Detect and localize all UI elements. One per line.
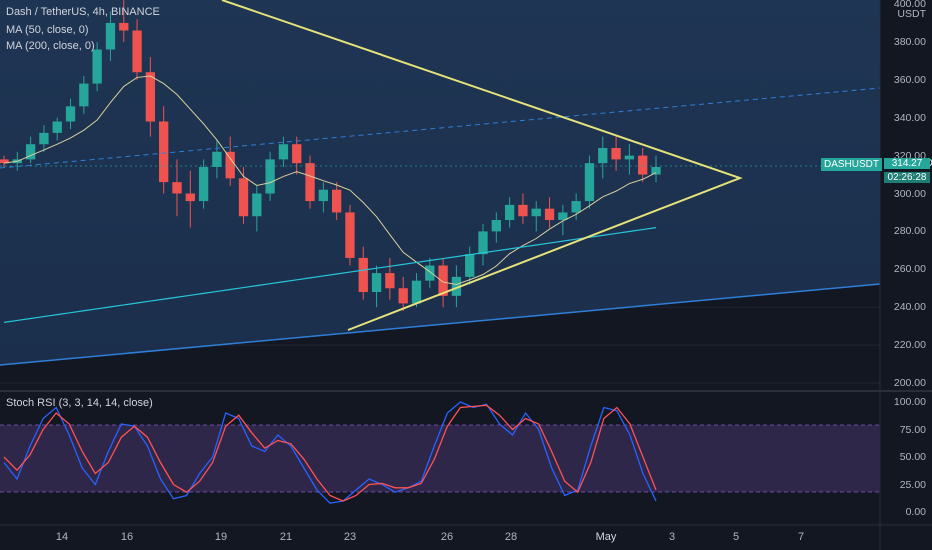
time-tick-label: 7 <box>797 531 805 543</box>
candle-body <box>198 166 209 202</box>
time-tick-label: 14 <box>55 531 69 543</box>
candle-body <box>571 201 581 213</box>
candle-body <box>265 159 275 194</box>
candle-body <box>358 257 368 293</box>
candle-body <box>39 132 49 145</box>
candle-body <box>425 265 435 281</box>
candle-body <box>371 273 382 293</box>
candle-body <box>531 208 541 217</box>
time-tick-label: 21 <box>279 531 293 543</box>
candle-body <box>624 155 635 160</box>
price-tick-label: 300.00 <box>893 187 926 200</box>
time-tick-label: 5 <box>732 531 740 543</box>
candle-body <box>411 280 422 304</box>
price-tick-label: 200.00 <box>893 377 926 389</box>
candle-body <box>52 121 62 133</box>
time-tick-label: 23 <box>343 531 357 543</box>
current-symbol-label: DASHUSDT <box>820 158 882 171</box>
candle-body <box>105 22 116 50</box>
candle-body <box>65 106 76 122</box>
candle-body <box>318 189 329 202</box>
candle-body <box>638 155 648 175</box>
time-tick-label: 3 <box>668 531 676 543</box>
stoch-d-line <box>3 404 657 502</box>
price-tick-label: 240.00 <box>893 301 926 314</box>
stoch-tick-label: 0.00 <box>905 506 926 518</box>
candle-body <box>119 22 129 31</box>
channel-fill <box>0 0 880 365</box>
price-tick-label: 380.00 <box>893 35 926 48</box>
price-tick-label: 360.00 <box>893 73 926 86</box>
candle-body <box>478 231 488 255</box>
candle-body <box>225 151 235 179</box>
candle-body <box>292 144 302 164</box>
price-tick-label: 340.00 <box>893 111 926 124</box>
candle-body <box>651 166 661 175</box>
candle-body <box>0 159 9 164</box>
candle-body <box>438 265 448 296</box>
candle-body <box>132 30 142 73</box>
legend-symbol: Dash / TetherUS, 4h, BINANCE <box>6 6 160 18</box>
candle-body <box>451 276 462 296</box>
price-tick-label: 280.00 <box>893 225 926 238</box>
legend-ma200: MA (200, close, 0) <box>6 40 95 52</box>
candle-body <box>544 208 555 221</box>
time-tick-label: May <box>595 531 617 543</box>
legend-stoch-rsi: Stoch RSI (3, 3, 14, 14, close) <box>6 397 153 409</box>
candle-body <box>172 182 182 194</box>
ma50-line <box>3 75 657 285</box>
candle-body <box>398 288 408 304</box>
candle-body <box>598 148 608 164</box>
price-tick-label: 260.00 <box>893 263 926 276</box>
ma200-line <box>3 227 657 323</box>
stoch-tick-label: 25.00 <box>899 478 926 491</box>
price-axis-unit: USDT <box>897 8 926 20</box>
stoch-k-line <box>3 401 657 504</box>
candle-countdown-tag: 02:26:28 <box>884 172 930 183</box>
time-tick-label: 16 <box>120 531 134 543</box>
stoch-tick-label: 75.00 <box>899 423 926 436</box>
candle-body <box>252 193 262 217</box>
candle-body <box>491 220 501 232</box>
time-tick-label: 19 <box>214 531 228 543</box>
candle-body <box>212 151 222 167</box>
candle-body <box>25 144 36 160</box>
triangle-pattern <box>221 0 743 331</box>
candle-body <box>79 83 89 107</box>
candle-body <box>331 189 342 213</box>
candle-body <box>611 148 621 160</box>
lower-trendline <box>0 283 881 366</box>
current-price-tag: 314.27 <box>884 158 930 169</box>
candle-body <box>238 178 249 217</box>
candle-body <box>465 254 475 277</box>
candle-body <box>145 72 156 122</box>
upper-dashed-trendline <box>0 87 881 169</box>
stoch-tick-label: 100.00 <box>893 396 926 408</box>
time-tick-label: 28 <box>504 531 518 543</box>
time-tick-label: 26 <box>440 531 454 543</box>
candle-body <box>504 204 515 221</box>
candle-body <box>558 212 568 221</box>
stoch-tick-label: 50.00 <box>899 451 926 463</box>
candle-body <box>584 163 595 202</box>
candle-body <box>345 212 355 258</box>
price-tick-label: 400.00 <box>893 0 926 10</box>
candle-body <box>159 121 169 183</box>
candle-body <box>278 144 289 160</box>
candle-body <box>518 204 528 217</box>
candle-body <box>305 163 315 202</box>
candle-body <box>92 49 102 84</box>
stoch-band <box>0 425 880 492</box>
price-tick-label: 220.00 <box>893 339 926 352</box>
legend-ma50: MA (50, close, 0) <box>6 24 89 36</box>
candle-body <box>385 273 395 289</box>
candle-body <box>185 193 195 202</box>
